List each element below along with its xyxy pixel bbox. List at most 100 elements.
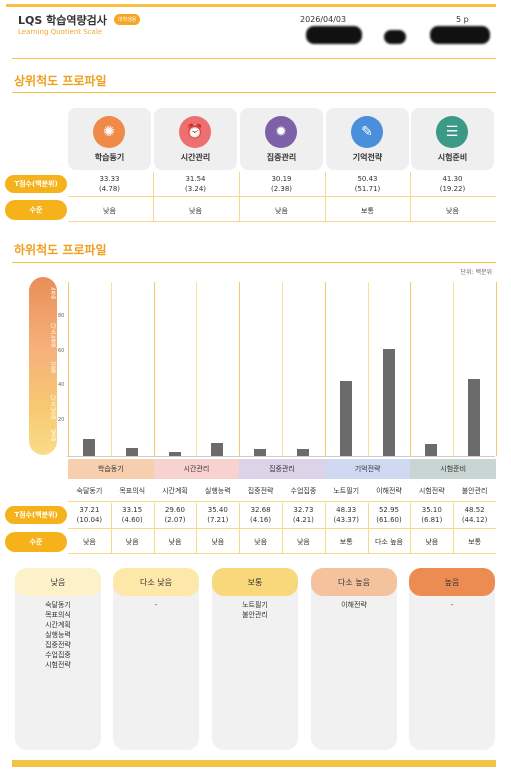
column-divider	[239, 503, 241, 553]
subscale-percentile: (61.60)	[376, 516, 402, 524]
column-divider	[453, 503, 455, 553]
chart-grid-line	[196, 282, 198, 456]
category-card-4: ✎ 기억전략	[326, 108, 409, 170]
alarm-clock-icon: ⏰	[179, 116, 211, 148]
bar-이해전략	[382, 348, 395, 456]
column-divider	[410, 172, 411, 222]
chart-grid-line	[239, 282, 241, 456]
lower-level-label: 수준	[5, 532, 67, 552]
bar-집중전략	[254, 448, 267, 456]
level-item: -	[450, 601, 454, 609]
subscale-score: 33.15	[122, 506, 143, 514]
column-divider	[239, 172, 240, 222]
level-item: 집중전략	[45, 641, 71, 649]
upper-level-label: 수준	[5, 200, 67, 220]
subscale-level: 낮음	[125, 538, 139, 546]
chart-grid-line	[324, 282, 326, 456]
subscale-header: 수업집중	[282, 480, 325, 502]
subscale-score: 37.21	[79, 506, 100, 514]
subscale-level: 다소 높음	[374, 538, 403, 546]
subscale-score: 48.33	[336, 506, 357, 514]
subscale-percentile: (4.16)	[250, 516, 272, 524]
redacted-school	[430, 26, 490, 44]
upper-profile-title: 상위척도 프로파일	[14, 74, 107, 88]
divider	[12, 262, 496, 263]
level-item: 노트필기	[242, 601, 268, 609]
row-divider	[68, 553, 496, 554]
column-divider	[153, 172, 154, 222]
subscale-level: 낮음	[254, 538, 268, 546]
subscale-score: 35.10	[421, 506, 442, 514]
level-item: 목표의식	[45, 611, 71, 619]
redacted-name	[306, 26, 362, 44]
brand-tagline: Learning Quotient Scale	[18, 28, 103, 36]
subscale-score: 48.52	[464, 506, 485, 514]
category-label: 시험준비	[437, 153, 468, 162]
upper-score: 41.30	[442, 175, 463, 183]
level-item: 시험전략	[45, 661, 71, 669]
bar-목표의식	[125, 447, 138, 456]
divider	[12, 58, 496, 59]
level-item: 불안관리	[242, 611, 268, 619]
column-divider	[196, 503, 198, 553]
group-header: 학습동기	[68, 459, 154, 479]
category-card-1: ✺ 학습동기	[68, 108, 151, 170]
subscale-score: 29.60	[164, 506, 186, 514]
upper-percentile: (4.78)	[98, 185, 121, 193]
level-card-items: 숙달동기 목표의식 시간계획 실행능력 집중전략 수업집중 시험전략	[15, 600, 101, 670]
level-card-items: -	[113, 600, 199, 610]
upper-percentile: (51.71)	[354, 185, 381, 193]
y-tick-label: 80	[58, 312, 65, 319]
y-tick-label: 40	[58, 382, 65, 389]
chart-grid-line	[410, 282, 412, 456]
bar-노트필기	[339, 380, 352, 456]
subscale-percentile: (4.21)	[292, 516, 314, 524]
level-card-title: 다소 높음	[311, 568, 397, 596]
subscale-header: 시간계획	[153, 480, 197, 502]
subscale-header: 숙달동기	[68, 480, 111, 502]
lower-score-label: T점수(백분위)	[5, 506, 67, 524]
y-tick-label: 20	[58, 417, 65, 424]
subscale-header: 실행능력	[196, 480, 240, 502]
page-number: 5 p	[456, 15, 469, 24]
lower-profile-title: 하위척도 프로파일	[14, 243, 107, 257]
upper-score: 31.54	[185, 175, 206, 183]
subscale-percentile: (7.21)	[207, 516, 229, 524]
subscale-header: 목표의식	[110, 480, 154, 502]
subscale-percentile: (6.81)	[421, 516, 443, 524]
category-label: 기억전략	[352, 153, 383, 162]
divider	[12, 92, 496, 93]
column-divider	[153, 503, 155, 553]
category-card-2: ⏰ 시간관리	[154, 108, 237, 170]
brain-icon: ✺	[93, 116, 125, 148]
chart-grid-line	[68, 282, 69, 456]
upper-score: 50.43	[357, 175, 378, 183]
group-header: 집중관리	[239, 459, 325, 479]
upper-score: 30.19	[271, 175, 292, 183]
lightbulb-icon: ✹	[265, 116, 297, 148]
category-card-3: ✹ 집중관리	[240, 108, 323, 170]
column-divider	[110, 503, 112, 553]
level-card-3: 보통 노트필기 불안관리	[212, 568, 298, 750]
chart-grid-line	[453, 282, 455, 456]
level-card-title: 높음	[409, 568, 495, 596]
row-divider	[68, 196, 496, 197]
column-divider	[324, 503, 326, 553]
chart-baseline	[67, 456, 495, 457]
upper-score-label: T점수(백분위)	[5, 175, 67, 193]
scale-label: 다소낮음	[49, 395, 56, 419]
level-item: 숙달동기	[45, 601, 71, 609]
subscale-header: 이해전략	[367, 480, 411, 502]
upper-level: 보통	[361, 207, 374, 215]
level-item: -	[154, 601, 158, 609]
subscale-score: 32.68	[250, 506, 271, 514]
subscale-level: 보통	[468, 538, 482, 546]
column-divider	[410, 503, 412, 553]
level-card-4: 다소 높음 이해전략	[311, 568, 397, 750]
chart-grid-line	[496, 282, 497, 456]
chart-grid-line	[153, 282, 155, 456]
unit-label: 단위: 백분위	[460, 269, 492, 276]
chart-grid-line	[367, 282, 369, 456]
row-divider	[68, 221, 496, 222]
subscale-header: 불안관리	[453, 480, 496, 502]
